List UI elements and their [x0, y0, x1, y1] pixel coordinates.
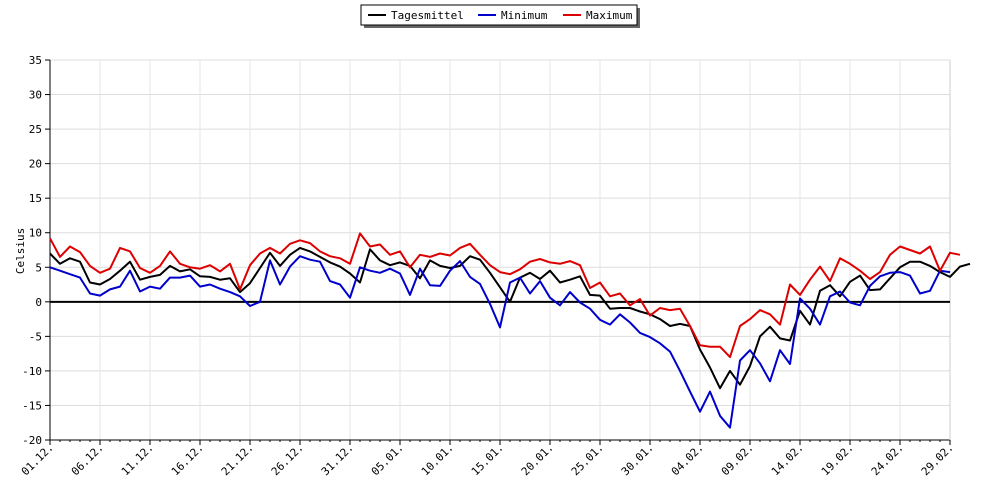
- x-tick-label: 29.02.: [919, 441, 956, 478]
- legend-label-minimum: Minimum: [501, 9, 548, 22]
- series-lines: [49, 232, 971, 429]
- x-tick-label: 16.12.: [169, 441, 206, 478]
- y-tick-label: 5: [35, 261, 42, 274]
- x-tick-label: 26.12.: [269, 441, 306, 478]
- y-tick-label: 10: [29, 227, 42, 240]
- x-tick-label: 14.02.: [769, 441, 806, 478]
- legend-label-maximum: Maximum: [586, 9, 633, 22]
- y-tick-label: 30: [29, 89, 42, 102]
- series-line-maximum: [49, 232, 961, 359]
- x-tick-label: 15.01.: [469, 441, 506, 478]
- legend: Tagesmittel Minimum Maximum: [360, 4, 640, 28]
- x-tick-label: 11.12.: [119, 441, 156, 478]
- y-tick-label: -20: [22, 434, 42, 447]
- x-tick-label: 09.02.: [719, 441, 756, 478]
- x-tick-label: 10.01.: [419, 441, 456, 478]
- y-axis-title: Celsius: [14, 228, 27, 274]
- legend-label-tagesmittel: Tagesmittel: [391, 9, 464, 22]
- x-tick-label: 31.12.: [319, 441, 356, 478]
- x-tick-label: 21.12.: [219, 441, 256, 478]
- y-tick-label: -10: [22, 365, 42, 378]
- series-line-tagesmittel: [49, 246, 971, 390]
- x-tick-label: 05.01.: [369, 441, 406, 478]
- series-line-minimum: [49, 255, 951, 429]
- x-tick-label: 04.02.: [669, 441, 706, 478]
- legend-box: [360, 4, 638, 26]
- y-tick-label: 35: [29, 54, 42, 67]
- y-tick-label: 25: [29, 123, 42, 136]
- x-tick-label: 19.02.: [819, 441, 856, 478]
- x-tick-label: 20.01.: [519, 441, 556, 478]
- y-tick-label: -15: [22, 399, 42, 412]
- x-tick-label: 25.01.: [569, 441, 606, 478]
- x-tick-label: 06.12.: [69, 441, 106, 478]
- y-tick-label: 20: [29, 158, 42, 171]
- x-tick-label: 24.02.: [869, 441, 906, 478]
- y-tick-label: 0: [35, 296, 42, 309]
- y-tick-label: 15: [29, 192, 42, 205]
- x-tick-label: 30.01.: [619, 441, 656, 478]
- grid: [49, 59, 951, 441]
- y-tick-label: -5: [29, 330, 42, 343]
